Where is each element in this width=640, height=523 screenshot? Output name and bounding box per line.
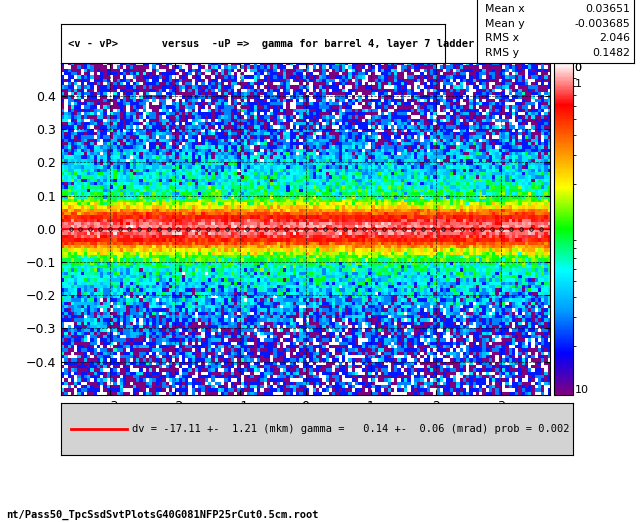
Text: 0: 0 [574,63,581,73]
Text: -0.003685: -0.003685 [575,19,630,29]
Text: 1: 1 [575,79,582,89]
Text: Mean y: Mean y [484,19,524,29]
Text: RMS y: RMS y [484,48,518,58]
Text: Mean x: Mean x [484,4,524,14]
Text: 0: 0 [575,63,582,73]
Text: 0.03651: 0.03651 [586,4,630,14]
Text: 10: 10 [575,385,589,395]
Text: 0.1482: 0.1482 [593,48,630,58]
Text: nt/Pass50_TpcSsdSvtPlotsG40G081NFP25rCut0.5cm.root: nt/Pass50_TpcSsdSvtPlotsG40G081NFP25rCut… [6,510,319,520]
Text: dv = -17.11 +-  1.21 (mkm) gamma =   0.14 +-  0.06 (mrad) prob = 0.002: dv = -17.11 +- 1.21 (mkm) gamma = 0.14 +… [132,424,570,434]
Text: 2.046: 2.046 [600,33,630,43]
Text: <v - vP>       versus  -uP =>  gamma for barrel 4, layer 7 ladder 14, all wafers: <v - vP> versus -uP => gamma for barrel … [68,39,568,49]
Text: RMS x: RMS x [484,33,518,43]
